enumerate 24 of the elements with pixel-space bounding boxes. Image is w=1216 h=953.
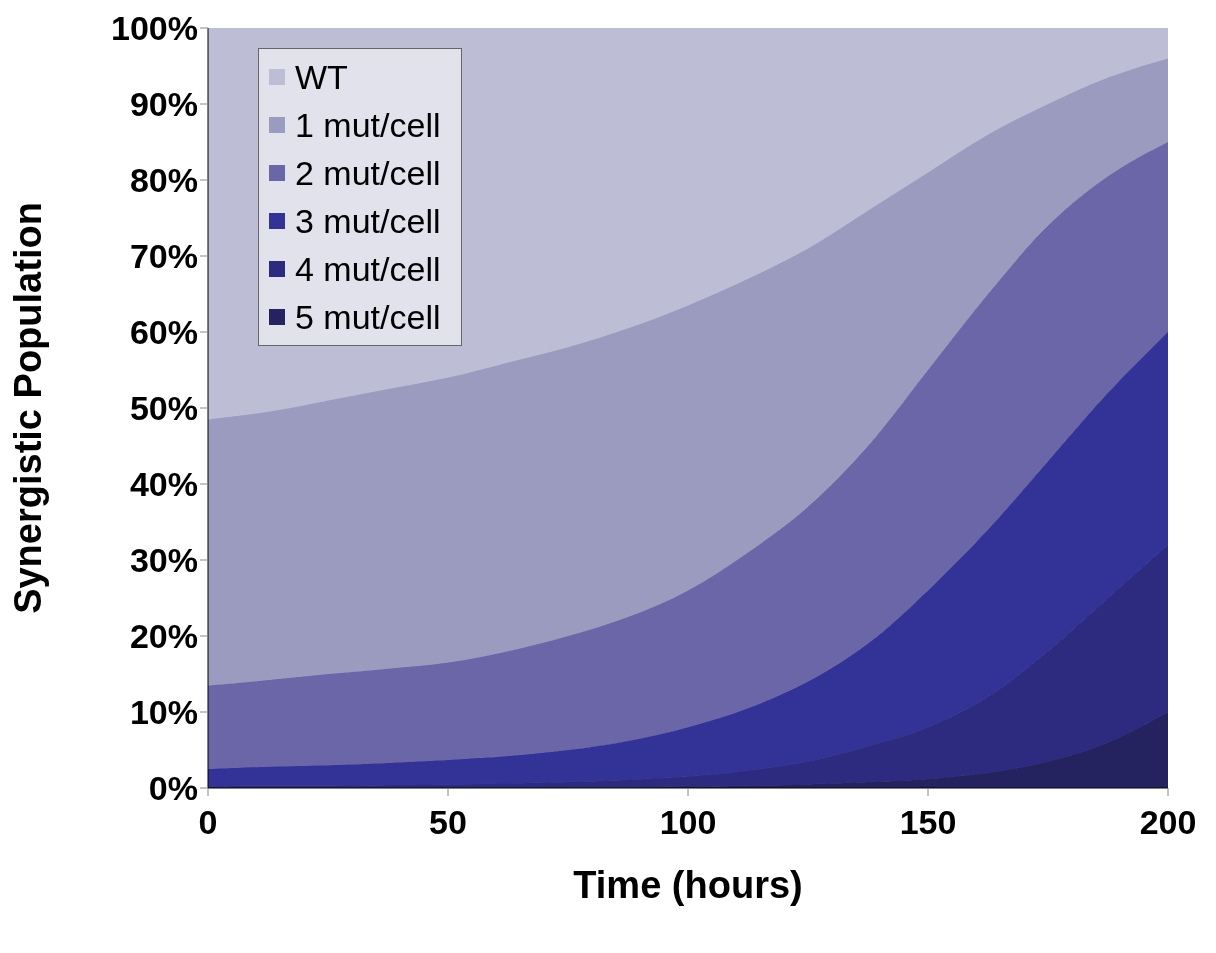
legend-label: 2 mut/cell	[295, 153, 441, 193]
y-tick-label: 20%	[129, 617, 198, 656]
y-tick-label: 70%	[129, 237, 198, 276]
y-tick-label: 40%	[129, 465, 198, 504]
x-tick-label: 100	[659, 803, 717, 842]
y-tick-label: 90%	[129, 85, 198, 124]
x-axis-title: Time (hours)	[573, 864, 803, 906]
y-axis-title: Synergistic Population	[7, 202, 50, 614]
y-tick-label: 50%	[129, 389, 198, 428]
y-tick-label: 10%	[129, 693, 198, 732]
legend-label: 4 mut/cell	[295, 249, 441, 289]
y-tick-label: 60%	[129, 313, 198, 352]
legend-label: 5 mut/cell	[295, 297, 441, 337]
x-tick-label: 50	[429, 803, 467, 842]
y-tick-label: 100%	[111, 9, 198, 48]
x-tick-label: 0	[198, 803, 218, 842]
y-tick-label: 80%	[129, 161, 198, 200]
legend-label: 1 mut/cell	[295, 105, 441, 145]
y-tick-label: 0%	[148, 769, 198, 808]
legend-label: WT	[295, 57, 348, 97]
legend-label: 3 mut/cell	[295, 201, 441, 241]
x-tick-label: 150	[899, 803, 957, 842]
y-tick-label: 30%	[129, 541, 198, 580]
x-tick-label: 200	[1139, 803, 1197, 842]
